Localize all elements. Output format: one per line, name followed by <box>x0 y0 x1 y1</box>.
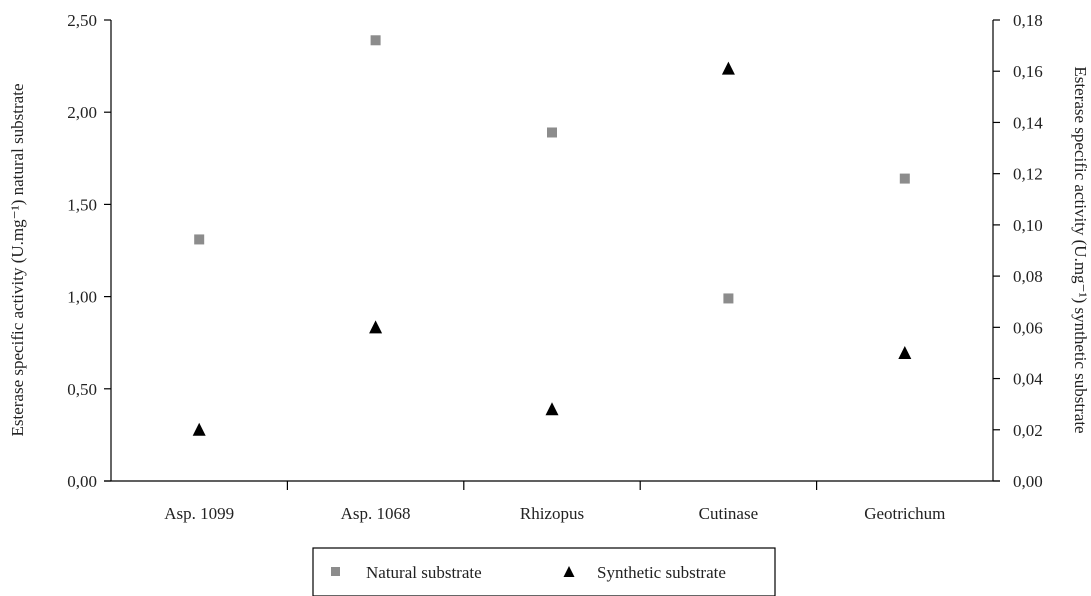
synthetic-substrate-point <box>192 422 206 436</box>
natural-substrate-point <box>723 293 734 304</box>
right-tick-label: 0,02 <box>1013 421 1043 440</box>
legend-synthetic-label: Synthetic substrate <box>597 563 726 582</box>
x-tick-label: Geotrichum <box>864 504 945 523</box>
right-tick-label: 0,16 <box>1013 62 1043 81</box>
left-tick-label: 0,50 <box>67 380 97 399</box>
synthetic-substrate-point <box>898 345 912 359</box>
axes <box>104 20 1000 482</box>
left-tick-label: 2,00 <box>67 103 97 122</box>
legend-box <box>312 547 776 596</box>
right-tick-label: 0,06 <box>1013 318 1043 337</box>
left-tick-label: 1,00 <box>67 288 97 307</box>
natural-substrate-point <box>370 35 381 46</box>
right-tick-label: 0,18 <box>1013 11 1043 30</box>
x-axis-ticks: Asp. 1099 Asp. 1068 Rhizopus Cutinase Geotri… <box>164 481 945 523</box>
legend-natural-label: Natural substrate <box>366 563 482 582</box>
right-tick-label: 0,14 <box>1013 113 1043 132</box>
natural-substrate-point <box>899 173 910 184</box>
natural-substrate-point <box>547 127 557 138</box>
x-tick-label: Rhizopus <box>520 504 584 523</box>
legend-natural-marker <box>331 567 340 576</box>
right-tick-label: 0,00 <box>1013 472 1043 491</box>
left-tick-label: 1,50 <box>67 195 97 214</box>
natural-substrate-point <box>194 234 205 245</box>
x-tick-label: Asp. 1099 <box>164 504 234 523</box>
x-tick-label: Cutinase <box>699 504 759 523</box>
right-tick-label: 0,10 <box>1013 216 1043 235</box>
right-tick-label: 0,12 <box>1013 165 1043 184</box>
x-tick-label: Asp. 1068 <box>341 504 411 523</box>
right-tick-label: 0,04 <box>1013 370 1043 389</box>
synthetic-substrate-point <box>721 61 735 75</box>
chart-marks <box>192 35 912 436</box>
right-tick-label: 0,08 <box>1013 267 1043 286</box>
right-axis-title: Esterase specific activity (U.mg⁻¹) synt… <box>1071 66 1090 433</box>
right-axis-ticks: 0,00 0,02 0,04 0,06 0,08 0,10 0,12 0,14 0,16 0,18 <box>993 11 1043 491</box>
left-axis-ticks: 0,00 0,50 1,00 1,50 2,00 2,50 <box>67 11 111 491</box>
legend-synthetic-marker <box>563 566 575 577</box>
left-tick-label: 2,50 <box>67 11 97 30</box>
left-axis-title: Esterase specific activity (U.mg⁻¹) natu… <box>8 84 27 437</box>
legend: Natural substrate Synthetic substrate <box>312 547 776 596</box>
synthetic-substrate-point <box>545 402 559 416</box>
left-tick-label: 0,00 <box>67 472 97 491</box>
synthetic-substrate-point <box>369 320 383 334</box>
